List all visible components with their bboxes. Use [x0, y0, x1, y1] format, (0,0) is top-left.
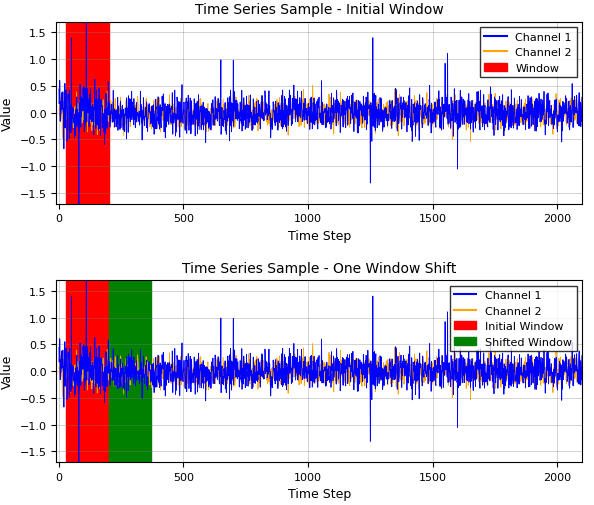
Y-axis label: Value: Value: [1, 96, 14, 131]
Title: Time Series Sample - Initial Window: Time Series Sample - Initial Window: [195, 4, 444, 17]
Title: Time Series Sample - One Window Shift: Time Series Sample - One Window Shift: [182, 261, 456, 275]
X-axis label: Time Step: Time Step: [287, 487, 351, 500]
X-axis label: Time Step: Time Step: [287, 229, 351, 242]
Bar: [109, 280, 151, 462]
Bar: [67, 23, 109, 205]
Y-axis label: Value: Value: [1, 354, 14, 388]
Legend: Channel 1, Channel 2, Initial Window, Shifted Window: Channel 1, Channel 2, Initial Window, Sh…: [450, 286, 577, 351]
Bar: [67, 280, 109, 462]
Legend: Channel 1, Channel 2, Window: Channel 1, Channel 2, Window: [480, 28, 577, 78]
